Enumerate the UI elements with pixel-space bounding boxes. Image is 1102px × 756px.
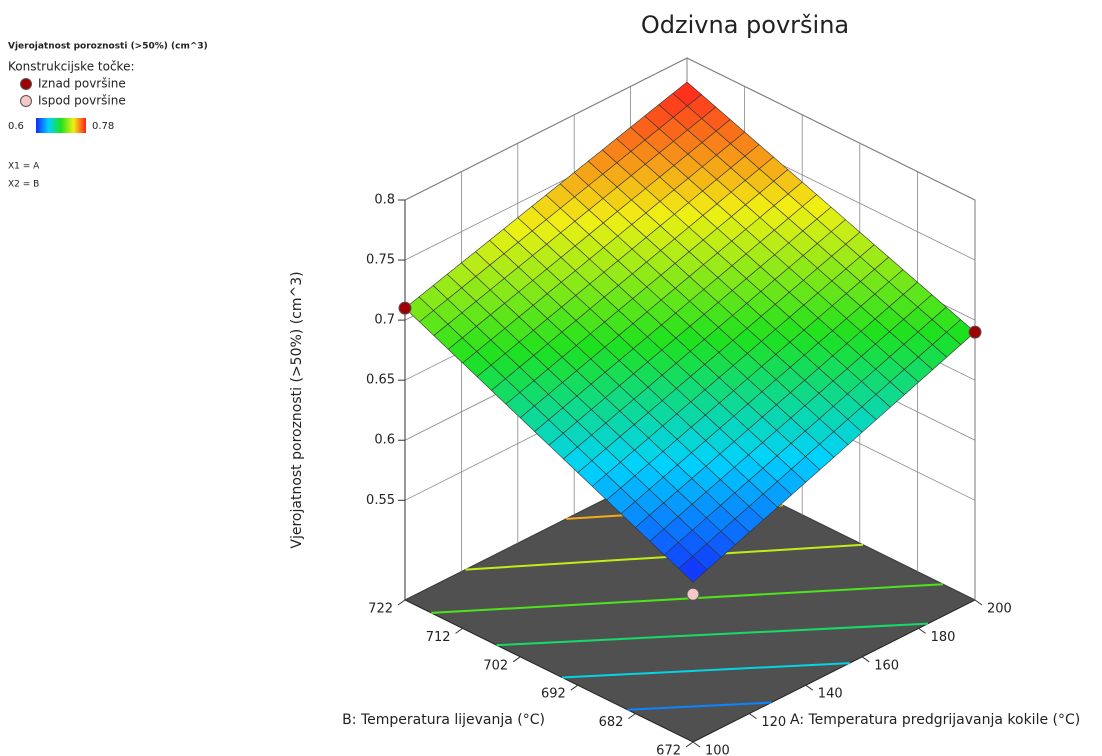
legend-title: Vjerojatnost poroznosti (>50%) (cm^3) xyxy=(8,42,208,52)
y-tick-label: 702 xyxy=(483,658,508,673)
design-point xyxy=(398,301,412,315)
x-axis-label: A: Temperatura predgrijavanja kokile (°C… xyxy=(790,712,1080,728)
factor-label: X1 = A xyxy=(8,162,40,172)
y-axis-label: B: Temperatura lijevanja (°C) xyxy=(342,712,545,728)
y-tick-label: 672 xyxy=(656,744,681,756)
contour-line xyxy=(431,583,944,614)
grid-line xyxy=(404,57,976,201)
x-tick xyxy=(918,627,926,634)
z-axis-label: Vjerojatnost poroznosti (>50%) (cm^3) xyxy=(289,271,305,548)
legend-label: Ispod površine xyxy=(38,94,126,108)
contour-line xyxy=(496,622,929,647)
x-tick xyxy=(805,684,814,691)
design-point xyxy=(968,325,982,339)
y-tick xyxy=(512,656,521,663)
colorbar xyxy=(36,118,86,133)
x-tick-label: 200 xyxy=(987,602,1012,617)
x-tick-label: 140 xyxy=(818,687,843,702)
y-tick-label: 712 xyxy=(426,630,451,645)
x-tick xyxy=(974,599,983,606)
x-tick xyxy=(749,713,757,720)
legend-marker xyxy=(20,78,32,90)
y-tick xyxy=(570,684,579,691)
legend-label: Iznad površine xyxy=(38,77,126,91)
x-tick-label: 160 xyxy=(874,658,899,673)
z-tick-label: 0.75 xyxy=(366,253,395,268)
x-tick-label: 100 xyxy=(705,744,730,756)
y-tick-label: 722 xyxy=(368,602,393,617)
surface xyxy=(404,81,976,583)
contour-line xyxy=(465,543,864,571)
contour-line xyxy=(627,701,772,711)
z-tick-label: 0.7 xyxy=(374,313,395,328)
surface-cell xyxy=(672,81,702,107)
design-point xyxy=(686,587,700,601)
x-tick-label: 180 xyxy=(931,630,956,645)
contour-line xyxy=(562,662,850,679)
y-tick-label: 692 xyxy=(541,687,566,702)
colorbar-max: 0.78 xyxy=(92,121,114,132)
x-tick xyxy=(861,656,870,663)
factor-label: X2 = B xyxy=(8,180,39,190)
z-tick-label: 0.65 xyxy=(366,373,395,388)
z-tick-label: 0.6 xyxy=(374,433,395,448)
legend-points-title: Konstrukcijske točke: xyxy=(8,60,135,74)
y-tick xyxy=(628,713,636,720)
y-tick xyxy=(685,741,694,748)
x-tick xyxy=(692,741,701,748)
y-tick xyxy=(455,627,463,634)
colorbar-min: 0.6 xyxy=(8,121,24,132)
x-tick-label: 120 xyxy=(761,715,786,730)
z-tick-label: 0.8 xyxy=(374,193,395,208)
y-tick-label: 682 xyxy=(599,715,624,730)
legend-marker xyxy=(20,95,32,107)
chart-title: Odzivna površina xyxy=(641,11,849,39)
y-tick xyxy=(397,599,406,606)
z-tick-label: 0.55 xyxy=(366,493,395,508)
